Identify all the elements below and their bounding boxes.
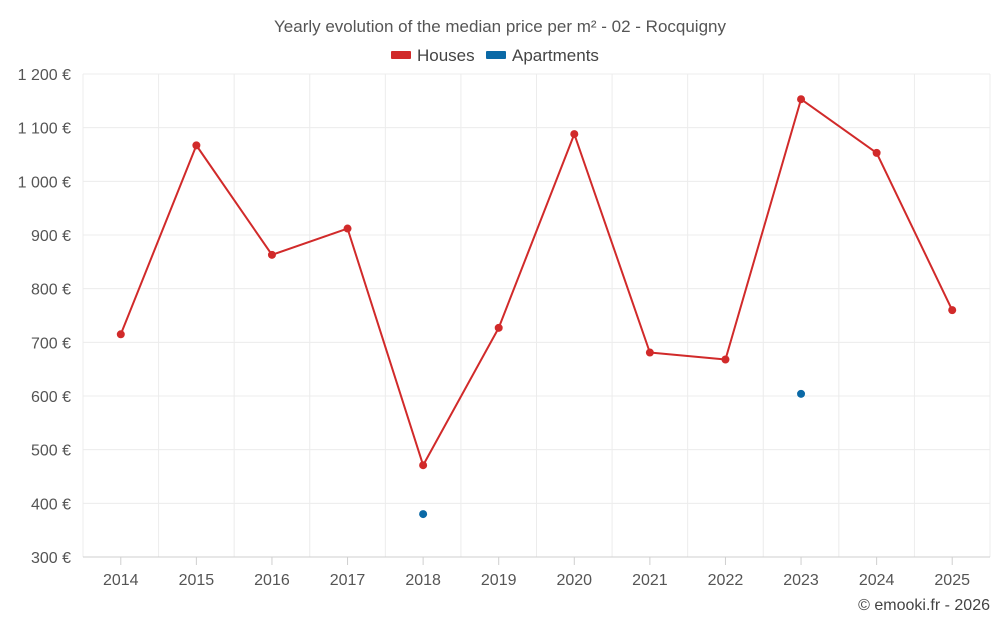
data-point-houses-2017[interactable]: [343, 224, 352, 233]
x-tick-label: 2014: [103, 572, 139, 589]
y-tick-label: 500 €: [31, 443, 71, 460]
y-tick-label: 700 €: [31, 335, 71, 352]
y-tick-label: 1 200 €: [18, 67, 71, 84]
data-point-houses-2016[interactable]: [267, 250, 276, 259]
x-tick-label: 2021: [632, 572, 668, 589]
data-point-houses-2020[interactable]: [570, 130, 579, 139]
x-tick-label: 2023: [783, 572, 819, 589]
x-tick-label: 2016: [254, 572, 290, 589]
x-tick-label: 2019: [481, 572, 517, 589]
y-tick-label: 600 €: [31, 389, 71, 406]
axes: 300 € 400 € 500 € 600 € 700 € 800 € 900 € 1 000…: [18, 67, 990, 589]
data-point-houses-2021[interactable]: [645, 348, 654, 357]
y-tick-label: 300 €: [31, 550, 71, 567]
x-tick-label: 2020: [556, 572, 592, 589]
data-point-houses-2019[interactable]: [494, 323, 503, 332]
legend-item-houses[interactable]: Houses: [391, 46, 475, 65]
legend-item-apartments[interactable]: Apartments: [486, 46, 599, 65]
y-tick-label: 800 €: [31, 282, 71, 299]
y-tick-label: 1 100 €: [18, 121, 71, 138]
data-point-houses-2022[interactable]: [721, 355, 730, 364]
credit-text: © emooki.fr - 2026: [858, 597, 990, 614]
x-tick-label: 2018: [405, 572, 441, 589]
series-line-houses: [119, 98, 954, 467]
grid: [82, 73, 991, 557]
series: [116, 95, 957, 519]
x-tick-label: 2025: [934, 572, 970, 589]
legend: Houses Apartments: [391, 46, 599, 65]
y-tick-label: 400 €: [31, 496, 71, 513]
x-tick-label: 2022: [708, 572, 744, 589]
data-point-apartments-2023[interactable]: [797, 389, 806, 398]
legend-swatch-apartments: [486, 51, 506, 59]
x-tick-label: 2017: [330, 572, 366, 589]
legend-label-houses: Houses: [417, 46, 475, 65]
data-point-houses-2024[interactable]: [872, 148, 881, 157]
x-tick-label: 2015: [179, 572, 215, 589]
data-point-houses-2014[interactable]: [116, 330, 125, 339]
y-tick-label: 1 000 €: [18, 174, 71, 191]
legend-swatch-houses: [391, 51, 411, 59]
data-point-houses-2023[interactable]: [797, 95, 806, 104]
x-tick-label: 2024: [859, 572, 895, 589]
chart-title: Yearly evolution of the median price per…: [274, 17, 726, 36]
data-point-houses-2025[interactable]: [948, 306, 957, 315]
data-point-houses-2015[interactable]: [192, 141, 201, 150]
y-tick-label: 900 €: [31, 228, 71, 245]
legend-label-apartments: Apartments: [512, 46, 599, 65]
data-point-houses-2018[interactable]: [419, 461, 428, 470]
data-point-apartments-2018[interactable]: [419, 510, 428, 519]
